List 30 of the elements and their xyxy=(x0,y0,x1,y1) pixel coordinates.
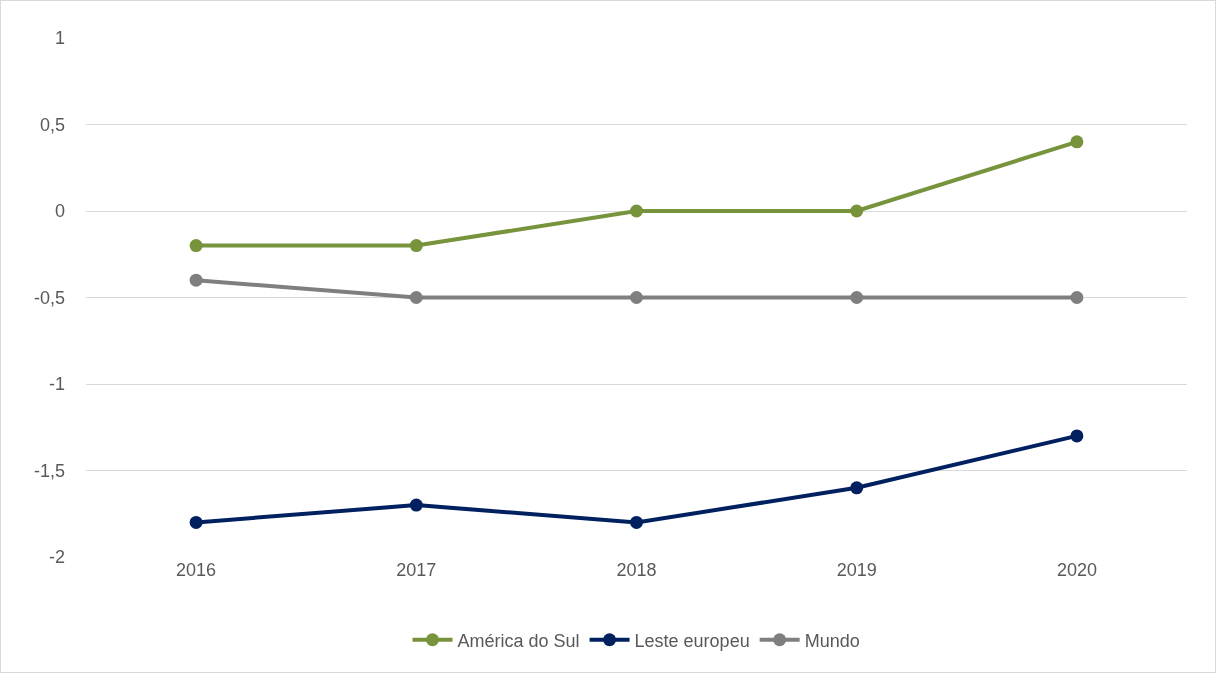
x-tick-label: 2018 xyxy=(616,560,657,580)
point xyxy=(1070,429,1084,443)
y-tick-label: -1 xyxy=(48,374,65,395)
point xyxy=(409,239,423,253)
legend-label: Leste europeu xyxy=(634,630,750,651)
point xyxy=(630,515,643,529)
x-tick-label: 2016 xyxy=(176,560,217,580)
point xyxy=(189,239,203,253)
point xyxy=(189,515,203,529)
x-tick-label: 2017 xyxy=(396,560,437,580)
point xyxy=(1070,135,1084,149)
point xyxy=(850,481,864,495)
point xyxy=(630,291,643,304)
x-tick-label: 2020 xyxy=(1056,560,1097,580)
point xyxy=(409,291,423,304)
point xyxy=(1070,291,1084,304)
y-tick-label: 1 xyxy=(54,28,65,49)
legend-label: Mundo xyxy=(804,630,860,651)
point xyxy=(850,291,864,304)
point xyxy=(409,498,423,512)
y-tick-label: -1,5 xyxy=(33,460,65,481)
point xyxy=(850,204,864,218)
y-tick-label: 0,5 xyxy=(39,114,65,135)
x-tick-label: 2019 xyxy=(836,560,877,580)
legend-label: América do Sul xyxy=(457,630,580,651)
point xyxy=(630,204,643,218)
y-tick-label: -2 xyxy=(48,547,65,568)
point xyxy=(189,273,203,287)
y-tick-label: -0,5 xyxy=(33,287,65,308)
y-tick-label: 0 xyxy=(54,201,65,222)
